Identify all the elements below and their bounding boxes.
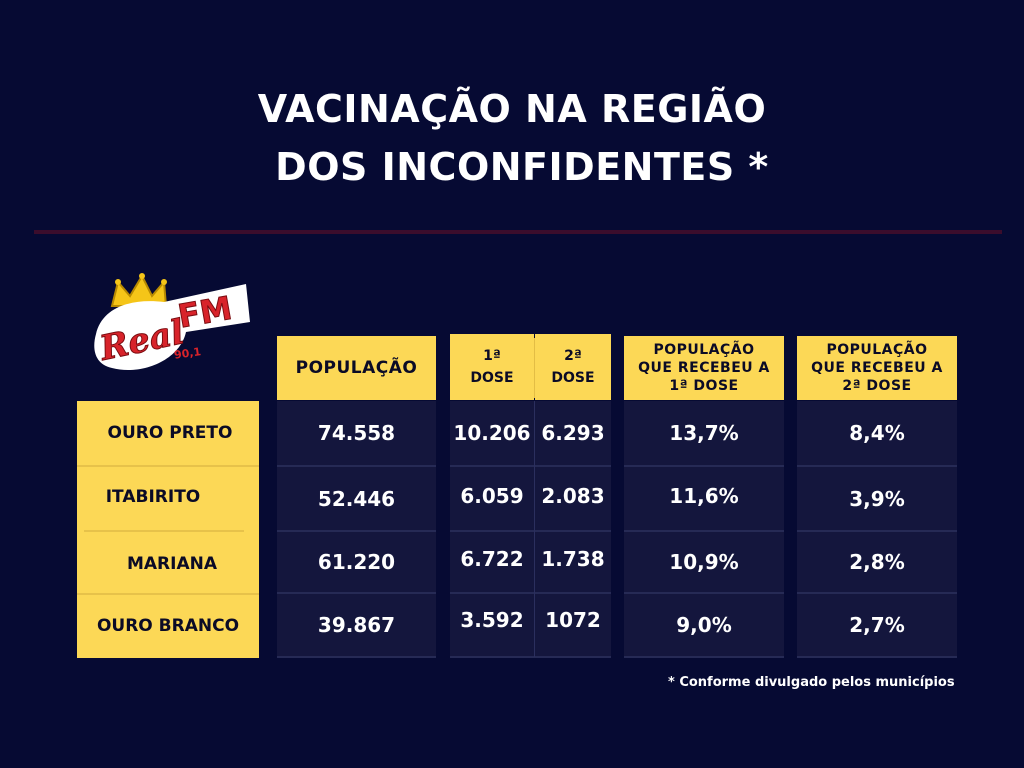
row-divider [277, 656, 436, 658]
city-cell: MARIANA [77, 531, 259, 593]
city-cell: OURO BRANCO [77, 594, 259, 658]
dose-2-value: 1.738 [541, 547, 605, 571]
header-pct-dose-2-line-1: POPULAÇÃO [826, 342, 928, 358]
row-divider [277, 465, 436, 467]
city-name: MARIANA [126, 554, 218, 574]
row-divider [624, 592, 784, 594]
row-divider [450, 592, 611, 594]
real-fm-logo: Real FM 90,1 [94, 273, 250, 371]
dose-header-divider [534, 338, 535, 398]
header-population: POPULAÇÃO [277, 336, 436, 400]
pct-dose-1-cell: 11,6% [624, 467, 784, 530]
dose-1-cell: 6.059 [450, 467, 534, 530]
pct-dose-1-value: 10,9% [669, 550, 739, 574]
row-divider [797, 530, 957, 532]
crown-icon [110, 273, 168, 307]
title-divider [34, 230, 1002, 234]
row-divider [450, 530, 611, 532]
city-row-divider [84, 530, 244, 532]
population-cell: 61.220 [277, 532, 436, 592]
pct-dose-2-cell: 2,8% [797, 532, 957, 592]
row-divider [277, 530, 436, 532]
population-cell: 39.867 [277, 594, 436, 656]
row-divider [797, 656, 957, 658]
row-divider [624, 465, 784, 467]
city-name: OURO PRETO [107, 423, 233, 443]
dose-2-value: 1072 [545, 608, 601, 632]
header-pct-dose-2-line-3: 2ª DOSE [842, 378, 912, 394]
header-pct-dose-2: POPULAÇÃO QUE RECEBEU A 2ª DOSE [797, 336, 957, 400]
header-pct-dose-1: POPULAÇÃO QUE RECEBEU A 1ª DOSE [624, 336, 784, 400]
population-value: 61.220 [317, 550, 396, 574]
dose-2-cell: 1072 [535, 594, 611, 656]
row-divider [450, 656, 611, 658]
dose-1-value: 6.059 [460, 483, 524, 508]
pct-dose-2-cell: 3,9% [797, 467, 957, 530]
pct-dose-2-value: 8,4% [849, 421, 905, 445]
city-row-divider [77, 593, 259, 595]
header-dose-2: 2ª DOSE [535, 334, 611, 400]
header-pct-dose-1-line-3: 1ª DOSE [669, 378, 739, 394]
population-value: 74.558 [317, 421, 396, 445]
title-line-1: VACINAÇÃO NA REGIÃO [257, 87, 767, 131]
dose-1-cell: 6.722 [450, 532, 534, 592]
header-dose-1-label: DOSE [470, 370, 514, 386]
pct-dose-1-cell: 10,9% [624, 532, 784, 592]
pct-dose-1-cell: 13,7% [624, 401, 784, 465]
pct-dose-2-value: 2,7% [849, 613, 905, 637]
pct-dose-1-value: 11,6% [669, 483, 739, 508]
pct-dose-1-value: 13,7% [669, 421, 739, 445]
footnote: * Conforme divulgado pelos municípios [668, 675, 955, 690]
dose-1-value: 6.722 [460, 547, 524, 571]
logo-suffix: FM [175, 289, 234, 336]
pct-dose-1-value: 9,0% [676, 613, 732, 637]
dose-1-cell: 10.206 [450, 401, 534, 465]
header-pct-dose-1-line-1: POPULAÇÃO [653, 342, 755, 358]
logo-frequency: 90,1 [173, 345, 202, 362]
title-line-2: DOS INCONFIDENTES * [275, 145, 769, 189]
pct-dose-2-cell: 2,7% [797, 594, 957, 656]
dose-1-value: 10.206 [453, 421, 531, 445]
city-cell: ITABIRITO [77, 467, 259, 531]
population-cell: 74.558 [277, 401, 436, 465]
row-divider [797, 592, 957, 594]
row-divider [450, 465, 611, 467]
dose-2-value: 6.293 [541, 421, 605, 445]
header-dose-1: 1ª DOSE [450, 334, 534, 400]
dose-2-value: 2.083 [541, 483, 605, 508]
city-row-divider [77, 465, 259, 467]
pct-dose-2-cell: 8,4% [797, 401, 957, 465]
dose-column-divider [534, 401, 535, 657]
row-divider [277, 592, 436, 594]
population-cell: 52.446 [277, 467, 436, 530]
dose-2-cell: 1.738 [535, 532, 611, 592]
city-name: OURO BRANCO [96, 616, 240, 636]
pct-dose-1-cell: 9,0% [624, 594, 784, 656]
row-divider [624, 530, 784, 532]
header-dose-2-sup: 2ª [564, 348, 582, 364]
dose-1-cell: 3.592 [450, 594, 534, 656]
header-pct-dose-2-line-2: QUE RECEBEU A [811, 360, 943, 376]
dose-2-cell: 2.083 [535, 467, 611, 530]
population-value: 39.867 [317, 613, 396, 637]
row-divider [797, 465, 957, 467]
pct-dose-2-value: 2,8% [849, 550, 905, 574]
header-dose-2-label: DOSE [551, 370, 595, 386]
header-dose-1-sup: 1ª [483, 348, 501, 364]
dose-1-value: 3.592 [460, 608, 524, 632]
population-value: 52.446 [317, 486, 396, 511]
pct-dose-2-value: 3,9% [849, 486, 905, 511]
city-cell: OURO PRETO [77, 401, 259, 465]
header-population-label: POPULAÇÃO [295, 358, 418, 378]
dose-2-cell: 6.293 [535, 401, 611, 465]
city-name: ITABIRITO [105, 487, 201, 507]
header-pct-dose-1-line-2: QUE RECEBEU A [638, 360, 770, 376]
page-title: VACINAÇÃO NA REGIÃO DOS INCONFIDENTES * [0, 80, 1024, 196]
row-divider [624, 656, 784, 658]
